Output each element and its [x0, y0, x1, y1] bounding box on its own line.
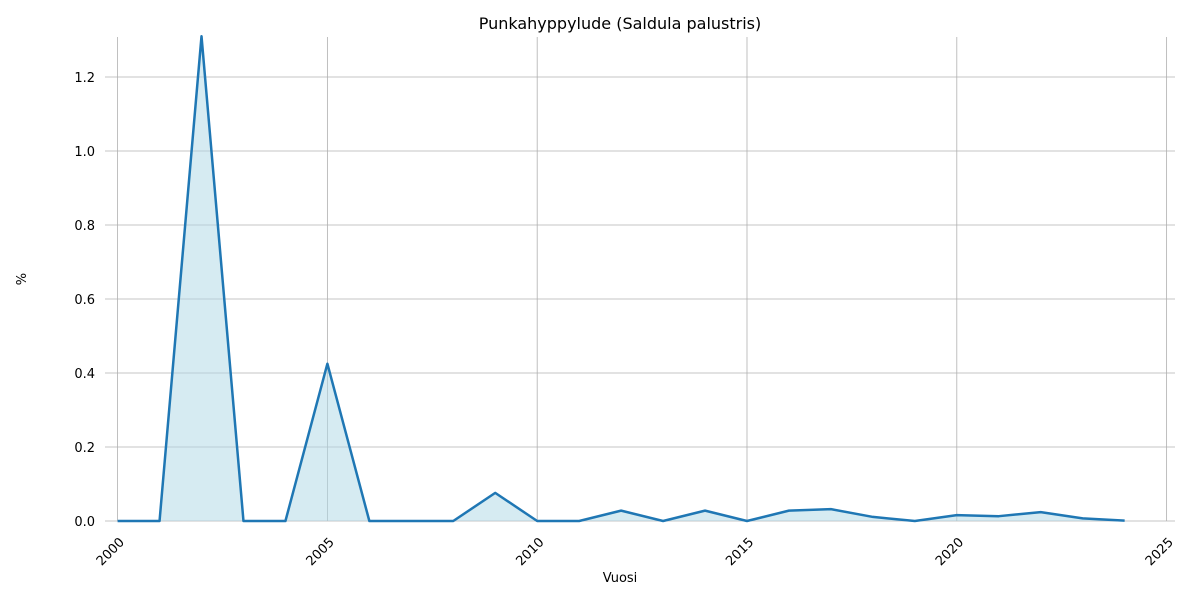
x-tick-label: 2025 [1143, 535, 1177, 569]
y-tick-label: 0.2 [74, 441, 95, 456]
x-tick-label: 2020 [933, 535, 967, 569]
y-tick-label: 0.0 [74, 515, 95, 530]
x-tick-label: 2010 [513, 535, 547, 569]
chart-title: Punkahyppylude (Saldula palustris) [479, 14, 762, 33]
y-tick-label: 1.0 [74, 145, 95, 160]
x-axis-label: Vuosi [603, 571, 638, 586]
x-tick-label: 2005 [304, 535, 338, 569]
y-axis-label: % [15, 273, 30, 285]
y-tick-label: 0.4 [74, 367, 95, 382]
line [117, 35, 1125, 523]
y-tick-label: 1.2 [74, 71, 95, 86]
area [117, 36, 1125, 521]
x-tick-label: 2000 [94, 535, 128, 569]
y-tick-label: 0.8 [74, 219, 95, 234]
x-tick-label: 2015 [723, 535, 757, 569]
y-tick-label: 0.6 [74, 293, 95, 308]
